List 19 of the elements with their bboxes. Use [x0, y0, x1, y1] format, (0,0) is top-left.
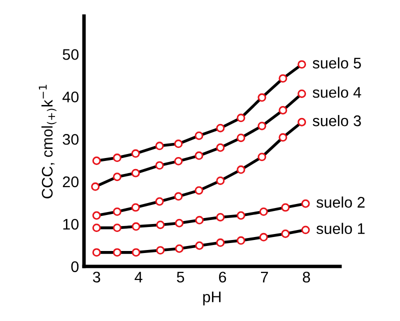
- x-tick-label: 8: [302, 272, 310, 283]
- series-label: suelo 2: [316, 196, 365, 208]
- y-tick-label: 0: [71, 261, 79, 272]
- series-label: suelo 3: [312, 115, 361, 126]
- y-tick-label: 30: [62, 134, 79, 145]
- x-tick-label: 7: [260, 272, 268, 282]
- series-label: suelo 5: [312, 57, 361, 69]
- series-label: suelo 4: [312, 86, 362, 98]
- x-tick-label: 4: [134, 272, 142, 282]
- y-tick-label: 20: [62, 176, 79, 188]
- x-tick-label: 6: [219, 272, 226, 283]
- y-axis-title: CCC, cmol$_{(+)}$k$^{−1}$: [38, 84, 56, 198]
- x-axis-title: pH: [203, 292, 221, 306]
- y-tick-label: 10: [63, 218, 79, 230]
- x-tick-label: 5: [176, 272, 184, 283]
- x-tick-label: 3: [92, 272, 100, 283]
- series-label: suelo 1: [316, 222, 365, 234]
- y-tick-label: 50: [62, 49, 79, 60]
- y-tick-label: 40: [62, 92, 79, 102]
